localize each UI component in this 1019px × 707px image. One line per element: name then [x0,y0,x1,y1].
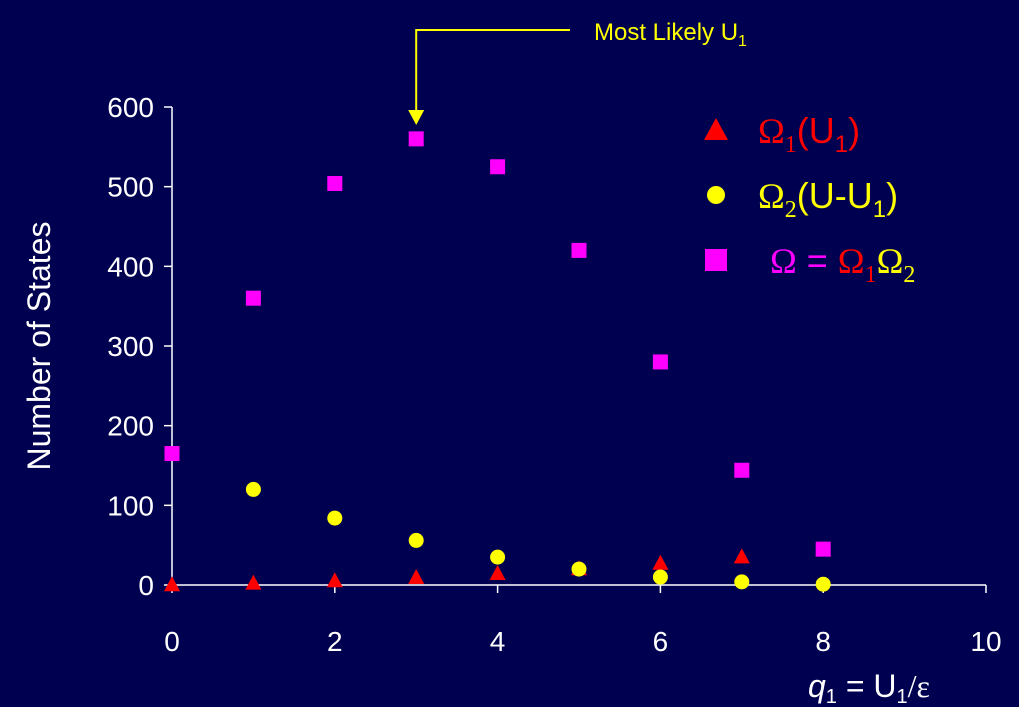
data-marks [164,131,832,592]
circle-marker [408,532,424,548]
y-tick-label: 400 [107,251,154,282]
triangle-marker [733,548,750,564]
triangle-marker [245,574,262,590]
circle-marker [245,481,261,497]
x-tick-label: 4 [490,626,506,657]
y-tick-label: 200 [107,411,154,442]
square-marker [571,242,587,258]
legend-label: Ω = Ω1Ω2 [770,240,915,288]
triangle-marker [408,569,425,585]
x-tick-label: 0 [164,626,180,657]
x-tick-label: 6 [653,626,669,657]
x-tick-label: 10 [970,626,1001,657]
square-marker [734,462,750,478]
circle-marker [490,549,506,565]
legend-triangle-marker [704,118,728,140]
legend-label: Ω1(U1) [758,110,860,158]
x-tick-label: 2 [327,626,343,657]
square-marker [327,175,343,191]
annotation-text: Most Likely U1 [594,19,747,50]
annotation-leader-line [415,29,570,120]
legend-square-marker [705,249,727,271]
square-marker [652,354,668,370]
legend: Ω1(U1) Ω2(U-U1) Ω = Ω1Ω2 [704,110,915,288]
x-tick-label: 8 [815,626,831,657]
y-tick-label: 0 [138,570,154,601]
y-tick-label: 600 [107,92,154,123]
y-tick-label: 500 [107,172,154,203]
circle-marker [571,561,587,577]
y-axis-label: Number of States [21,222,57,471]
tick-labels: 0 100 200 300 400 500 600 0 2 4 6 8 10 [107,92,1001,657]
triangle-marker [164,576,180,592]
legend-circle-marker [707,186,725,204]
circle-marker [652,569,668,585]
square-marker [490,159,506,175]
square-marker [815,541,831,557]
triangle-marker [652,554,669,570]
circle-marker [327,510,343,526]
square-marker [408,131,424,147]
annotation: Most Likely U1 [408,19,747,125]
circle-marker [734,574,750,590]
square-marker [245,290,261,306]
annotation-arrowhead [408,110,425,125]
triangle-marker [489,565,506,581]
y-tick-label: 300 [107,331,154,362]
x-axis-label: q1 = U1/ε [808,668,930,707]
circle-marker [815,576,831,592]
square-marker [164,446,180,462]
triangle-marker [326,572,343,588]
legend-label: Ω2(U-U1) [758,175,898,223]
y-tick-label: 100 [107,490,154,521]
